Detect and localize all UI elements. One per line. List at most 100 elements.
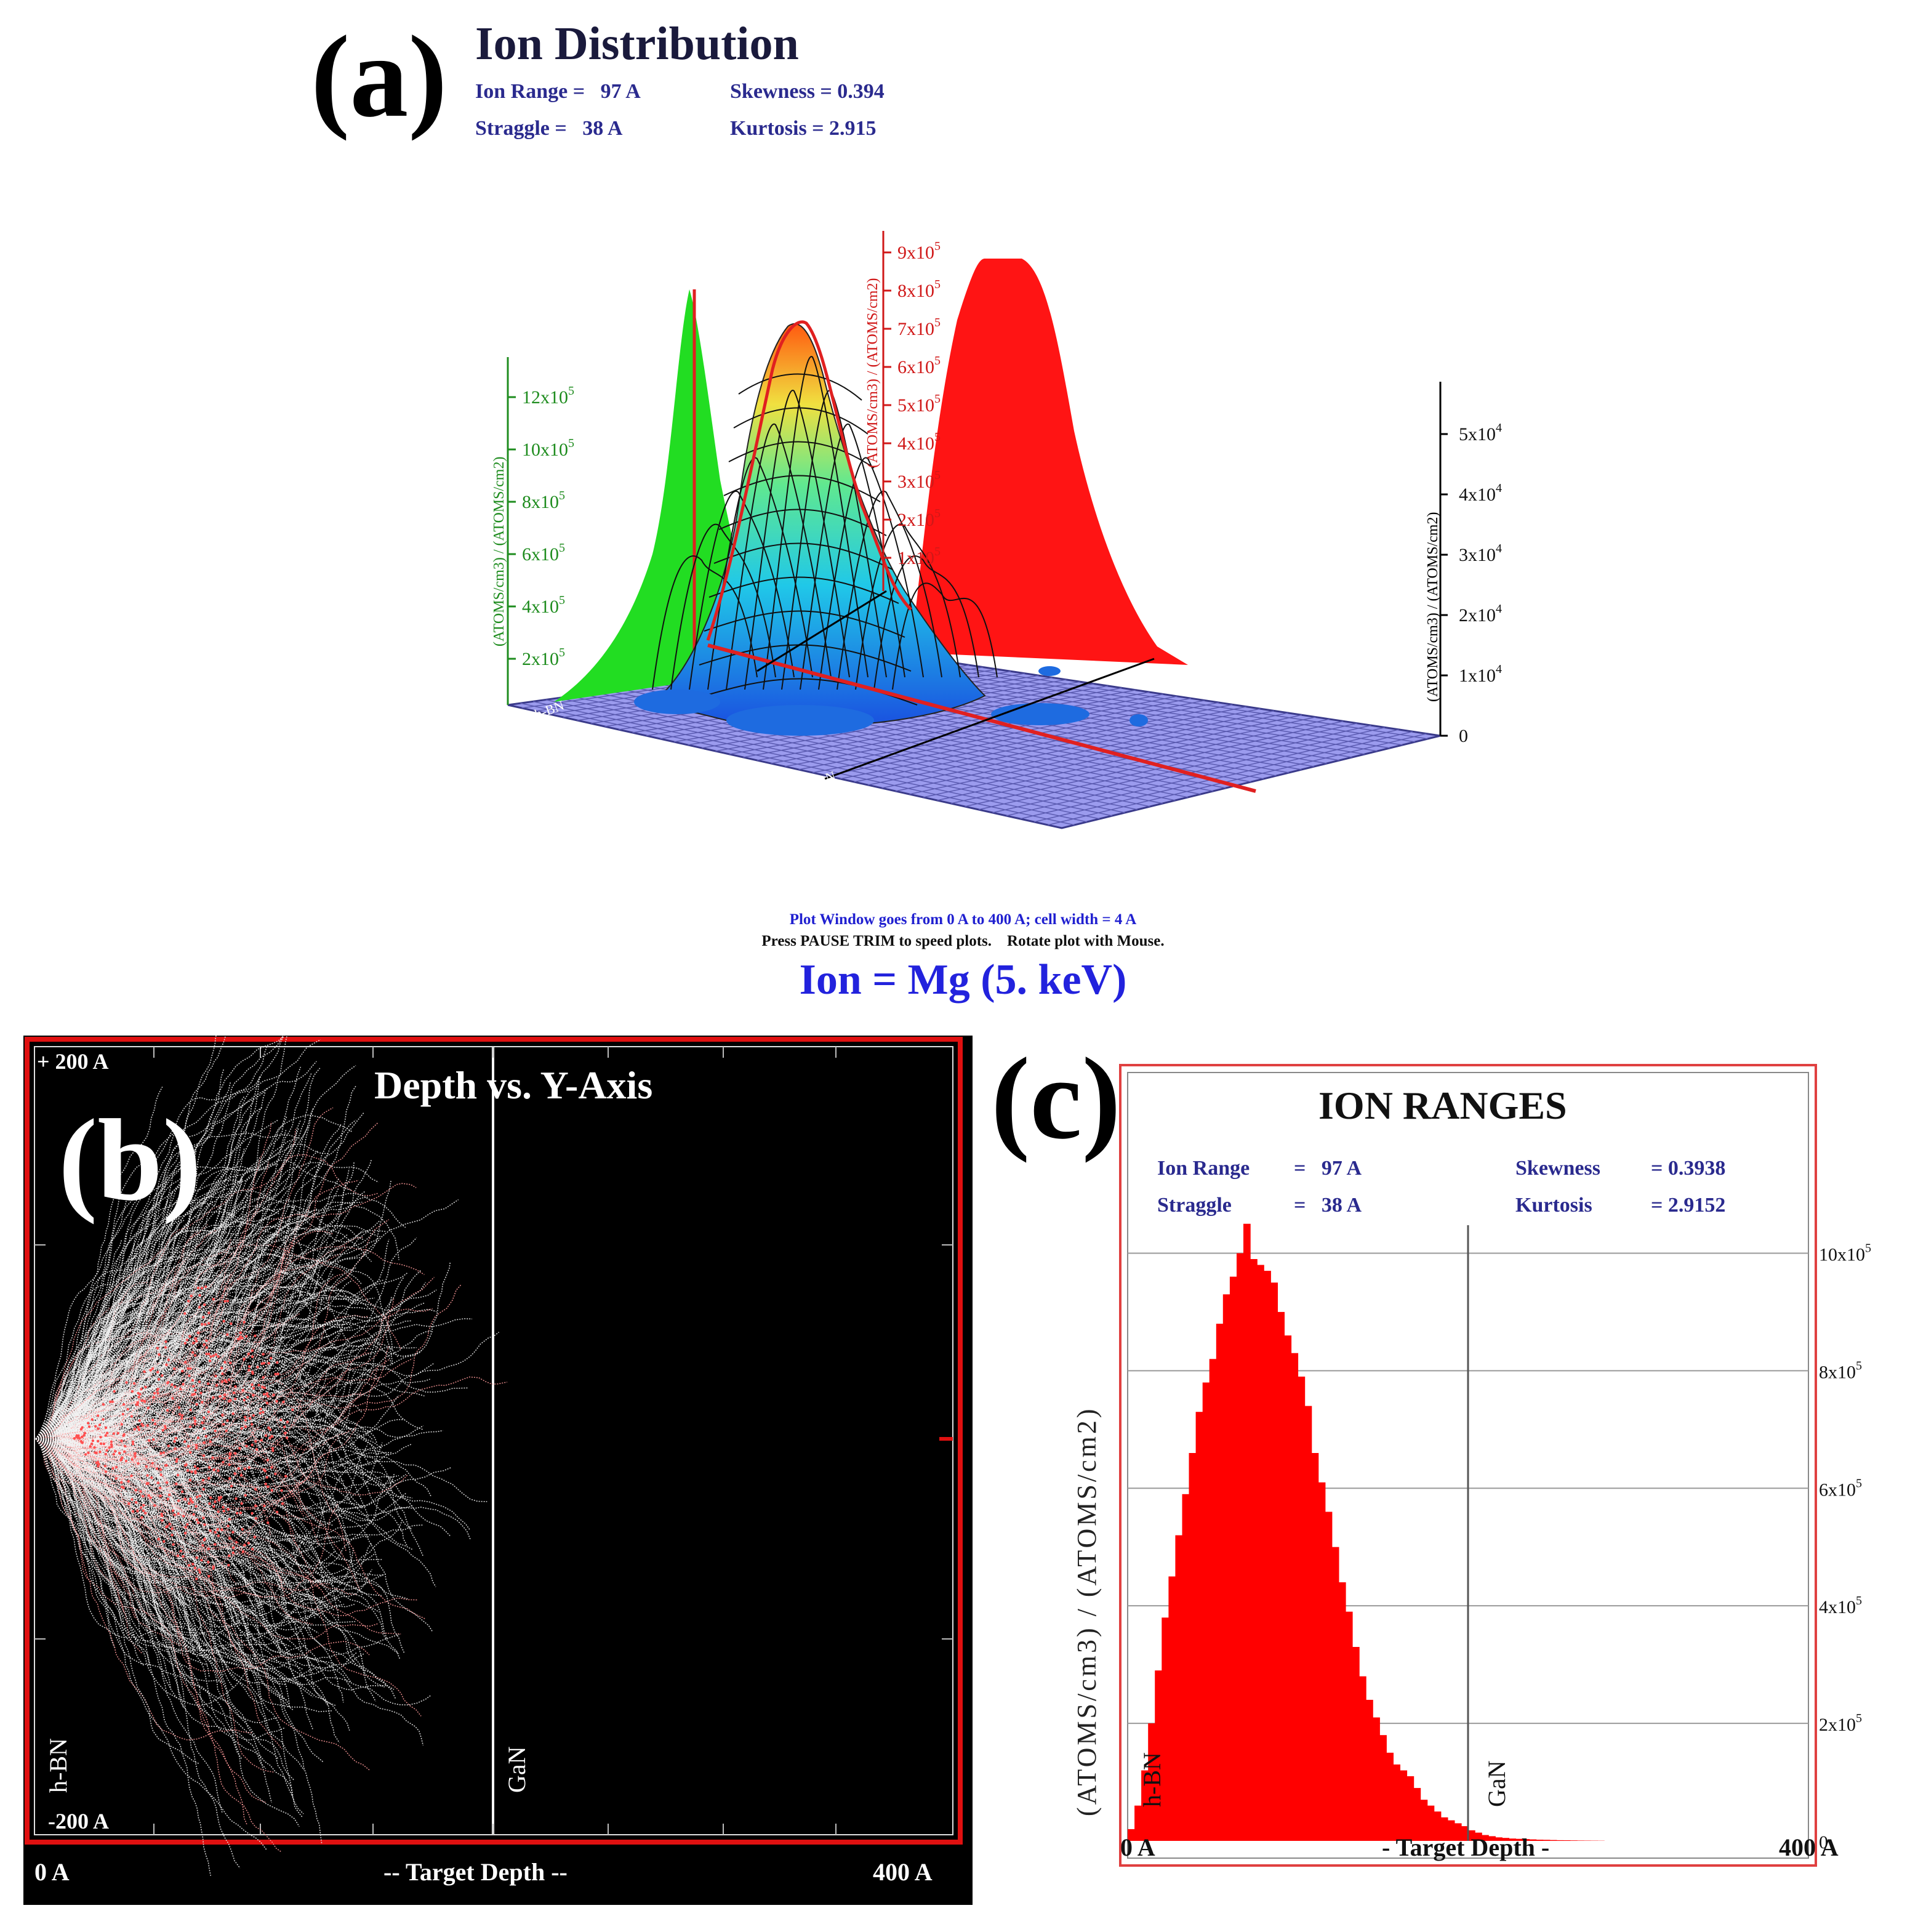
ion-trajectory <box>35 1382 374 1469</box>
ion-stop-point <box>153 1504 156 1507</box>
ion-stop-point <box>171 1534 174 1537</box>
histogram-bar <box>1352 1647 1360 1841</box>
histogram-bar <box>1209 1359 1217 1841</box>
ion-stop-point <box>134 1455 137 1458</box>
ion-trajectory <box>35 1036 288 1439</box>
ion-stop-point <box>207 1322 211 1325</box>
ion-trajectory <box>35 1282 196 1439</box>
ion-stop-point <box>225 1429 228 1433</box>
ion-stop-point <box>245 1444 248 1447</box>
ion-trajectory <box>35 1036 283 1439</box>
ion-trajectory <box>35 1276 146 1439</box>
ion-stop-point <box>243 1398 246 1402</box>
histogram-bar <box>1536 1840 1544 1841</box>
ion-stop-point <box>248 1417 252 1420</box>
ion-stop-point <box>198 1571 201 1574</box>
ion-stop-point <box>251 1423 254 1426</box>
ion-stop-point <box>274 1372 277 1376</box>
ion-stop-point <box>159 1486 162 1489</box>
ion-stop-point <box>165 1363 168 1366</box>
ion-stop-point <box>194 1337 197 1340</box>
ion-stop-point <box>181 1490 184 1493</box>
ion-stop-point <box>223 1361 227 1364</box>
ion-trajectory <box>35 1438 266 1803</box>
ion-trajectory <box>35 1436 193 1686</box>
ion-stop-point <box>142 1495 145 1498</box>
ion-trajectory <box>35 1438 355 1620</box>
panel-c-histogram[interactable]: 0 2x105 4x105 6x105 8x105 10x105 ION RANGES I… <box>1071 1040 1926 1890</box>
ion-stop-point <box>120 1439 123 1443</box>
ion-stop-point <box>167 1358 171 1361</box>
ion-stop-point <box>146 1474 149 1477</box>
ion-stop-point <box>227 1564 230 1567</box>
ion-trajectory <box>35 1194 249 1446</box>
ion-trajectory <box>35 1291 394 1439</box>
surface-outline <box>706 320 912 641</box>
ion-stop-point <box>130 1458 134 1461</box>
ion-stop-point <box>110 1440 113 1443</box>
ion-trajectory <box>35 1039 321 1439</box>
panel-a-3d-plot[interactable]: 2x105 4x105 6x105 8x105 10x105 12x105 (ATOMS/… <box>0 222 1926 911</box>
ion-trajectory <box>35 1438 241 1869</box>
ion-stop-point <box>172 1367 176 1371</box>
ion-stop-point <box>219 1395 222 1398</box>
ion-stop-point <box>279 1419 283 1422</box>
ion-stop-point <box>207 1353 211 1356</box>
ion-trajectory <box>35 1432 432 1497</box>
ion-stop-point <box>130 1498 134 1501</box>
left-axis-ticks: 2x105 4x105 6x105 8x105 10x105 12x105 <box>508 384 574 669</box>
ion-stop-point <box>209 1355 212 1358</box>
ion-stop-point <box>201 1479 204 1482</box>
histogram-bar <box>1134 1805 1142 1841</box>
ion-stop-point <box>267 1485 270 1488</box>
ion-stop-point <box>177 1499 180 1502</box>
histogram-bar <box>1298 1376 1306 1841</box>
ion-trajectory <box>35 1438 383 1510</box>
ion-stop-point <box>136 1403 139 1406</box>
ion-trajectory <box>35 1369 204 1467</box>
histogram-bar <box>1549 1840 1557 1841</box>
ion-stop-point <box>251 1371 254 1374</box>
histogram-bar <box>1400 1770 1408 1841</box>
histogram-bar <box>1373 1717 1380 1841</box>
ion-stop-point <box>214 1429 217 1433</box>
surface-mesh-line <box>707 457 813 690</box>
ion-stop-point <box>252 1414 255 1417</box>
ion-trajectory <box>35 1438 178 1699</box>
ion-stop-point <box>113 1450 117 1453</box>
ion-trajectory <box>35 1364 377 1443</box>
ion-trajectory <box>35 1262 310 1483</box>
right-axis-label: (ATOMS/cm3) / (ATOMS/cm2) <box>1425 512 1441 702</box>
ion-trajectory <box>35 1438 250 1684</box>
ion-stop-point <box>154 1422 157 1425</box>
ion-stop-point <box>105 1449 108 1452</box>
histogram-bar <box>1488 1836 1496 1841</box>
left-axis-tick-label: 4x105 <box>522 594 565 617</box>
ion-stop-point <box>187 1444 190 1448</box>
ion-stop-point <box>112 1452 116 1456</box>
ion-trajectory <box>35 1435 311 1596</box>
histogram-bar <box>1182 1494 1190 1841</box>
panel-b-trajectory-plot[interactable]: Depth vs. Y-Axis + 200 A -200 A 0 A -- T… <box>23 1036 973 1905</box>
ion-stop-point <box>269 1428 272 1431</box>
ion-stop-point <box>207 1476 211 1480</box>
ion-stop-point <box>137 1428 141 1431</box>
ion-stop-point <box>104 1426 108 1429</box>
ion-stop-point <box>195 1403 198 1406</box>
ion-trajectory <box>35 1426 222 1623</box>
green-projection <box>554 289 763 702</box>
ion-stop-point <box>126 1407 129 1411</box>
ion-trajectory <box>35 1432 274 1773</box>
ion-trajectory <box>35 1438 330 1591</box>
panel-c-bars <box>1128 1223 1605 1841</box>
panel-c-x-left: 0 A <box>1120 1833 1155 1861</box>
center-axis-label: (ATOMS/cm3) / (ATOMS/cm2) <box>865 278 881 468</box>
ion-trajectory <box>35 1438 311 1569</box>
ion-trajectory <box>35 1399 406 1486</box>
ion-trajectory <box>35 1338 307 1439</box>
ion-stop-point <box>265 1476 268 1479</box>
center-axis-tick-label: 4x105 <box>897 430 941 454</box>
ion-stop-point <box>228 1452 231 1455</box>
ion-stop-point <box>212 1354 215 1358</box>
ion-stop-point <box>140 1506 143 1509</box>
